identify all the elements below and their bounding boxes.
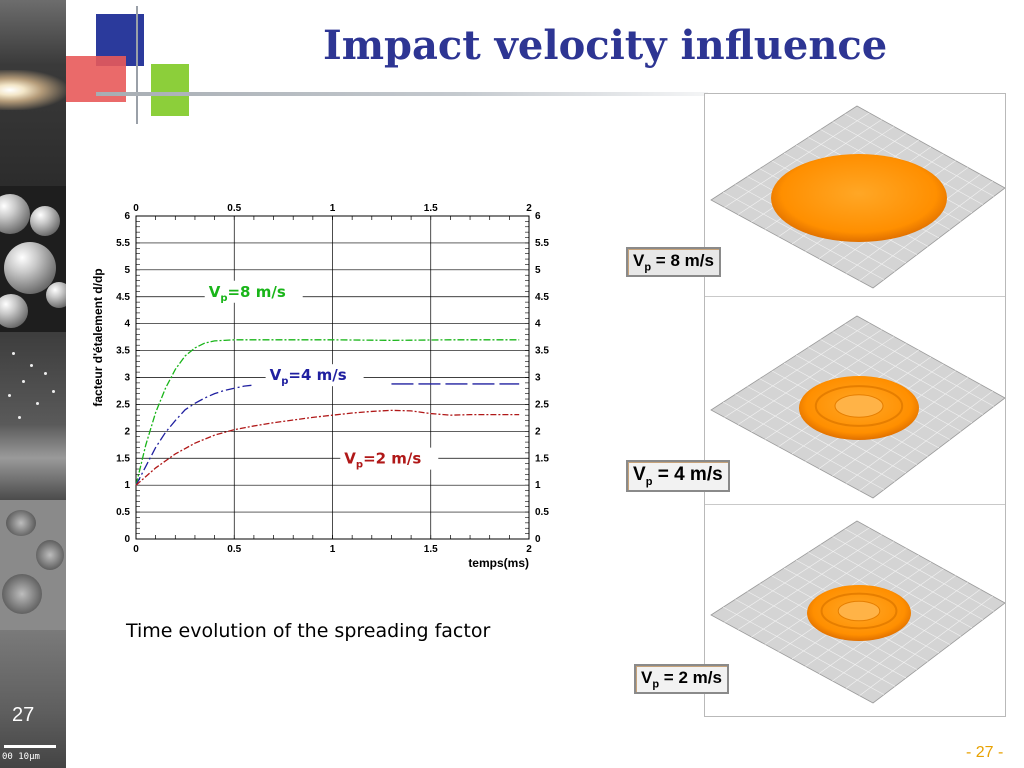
plate-gridline xyxy=(735,394,896,482)
plate-gridline xyxy=(723,401,885,490)
x-tick-label-bottom: 0.5 xyxy=(227,544,241,555)
chart-caption: Time evolution of the spreading factor xyxy=(126,620,491,642)
title-underline xyxy=(96,92,708,96)
simulation-panel xyxy=(704,93,1006,717)
plate-gridline xyxy=(859,595,993,696)
panel-divider xyxy=(705,296,1005,297)
y-tick-label-right: 0 xyxy=(535,534,541,545)
y-tick-label-left: 3 xyxy=(124,373,130,384)
x-axis-label: temps(ms) xyxy=(468,556,529,570)
y-tick-label-right: 2.5 xyxy=(535,399,549,410)
y-tick-label-left: 5 xyxy=(124,265,130,276)
splat-ring xyxy=(820,592,898,630)
y-tick-label-right: 2 xyxy=(535,426,541,437)
velocity-label-2: Vp = 2 m/s xyxy=(634,664,729,695)
y-tick-label-left: 2.5 xyxy=(116,399,130,410)
decor-vertical-line xyxy=(136,6,138,124)
y-tick-label-left: 4 xyxy=(124,319,130,330)
series-line-vp8 xyxy=(135,339,520,486)
scale-bar xyxy=(4,745,56,748)
micrograph-strip: 27 00 10µm xyxy=(0,0,66,768)
y-tick-label-left: 2 xyxy=(124,426,130,437)
x-tick-label-bottom: 1 xyxy=(330,544,336,555)
y-tick-label-left: 3.5 xyxy=(116,346,130,357)
plate-gridline xyxy=(723,606,885,695)
y-tick-label-left: 1 xyxy=(124,480,130,491)
y-tick-label-left: 6 xyxy=(124,211,130,222)
spray-photo xyxy=(0,332,66,500)
velocity-label-4: Vp = 4 m/s xyxy=(626,460,730,492)
y-tick-label-right: 5.5 xyxy=(535,238,549,249)
plate-gridline xyxy=(859,180,993,281)
x-tick-label-top: 1 xyxy=(330,203,336,214)
slide-number: 27 xyxy=(12,704,35,726)
panel-divider xyxy=(705,504,1005,505)
x-tick-label-top: 0 xyxy=(133,203,139,214)
splat-ring xyxy=(814,385,904,427)
series-label-bg xyxy=(265,364,364,387)
plate-gridline xyxy=(735,599,896,687)
page-number: - 27 - xyxy=(966,744,1004,761)
y-tick-label-right: 6 xyxy=(535,211,541,222)
y-tick-label-left: 5.5 xyxy=(116,238,130,249)
droplet-splat xyxy=(771,154,947,242)
scale-label: 00 10µm xyxy=(2,752,40,762)
plate-gridline xyxy=(723,191,885,280)
splat-center xyxy=(834,394,884,418)
series-line-vp4 xyxy=(135,384,254,486)
droplet-simulations xyxy=(710,105,1006,704)
splats-photo xyxy=(0,500,66,630)
slide-title: Impact velocity influence xyxy=(323,22,888,69)
y-tick-label-right: 4 xyxy=(535,319,541,330)
y-tick-label-right: 4.5 xyxy=(535,292,549,303)
plasma-jet-photo xyxy=(0,0,66,186)
y-tick-label-left: 0.5 xyxy=(116,507,130,518)
y-tick-label-right: 0.5 xyxy=(535,507,549,518)
powder-particles-photo xyxy=(0,186,66,332)
y-axis-label: facteur d'étalement d/dp xyxy=(91,268,105,406)
velocity-label-8: Vp = 8 m/s xyxy=(626,247,721,278)
y-tick-label-right: 5 xyxy=(535,265,541,276)
x-tick-label-top: 1.5 xyxy=(424,203,438,214)
splat-center xyxy=(837,600,881,622)
series-label: Vp=4 m/s xyxy=(270,366,347,387)
x-tick-label-bottom: 0 xyxy=(133,544,139,555)
series-label-bg xyxy=(340,447,439,470)
x-tick-label-bottom: 1.5 xyxy=(424,544,438,555)
x-tick-label-top: 0.5 xyxy=(227,203,241,214)
y-tick-label-right: 3 xyxy=(535,373,541,384)
series-label: Vp=2 m/s xyxy=(344,450,421,471)
series-label: Vp=8 m/s xyxy=(209,283,286,304)
plate-gridline xyxy=(859,390,993,491)
series-line-vp2 xyxy=(135,409,520,486)
y-tick-label-left: 1.5 xyxy=(116,453,130,464)
decor-green-square xyxy=(151,64,189,116)
y-tick-label-right: 3.5 xyxy=(535,346,549,357)
x-tick-label-bottom: 2 xyxy=(526,544,532,555)
y-tick-label-left: 0 xyxy=(124,534,130,545)
y-tick-label-right: 1.5 xyxy=(535,453,549,464)
x-tick-label-top: 2 xyxy=(526,203,532,214)
series-label-bg xyxy=(204,280,303,303)
y-tick-label-right: 1 xyxy=(535,480,541,491)
y-tick-label-left: 4.5 xyxy=(116,292,130,303)
spreading-factor-chart: 0 00.5 0.51 11.5 1.52 22.5 2.53 33.5 3.54 44.5 4.5… xyxy=(91,203,549,570)
